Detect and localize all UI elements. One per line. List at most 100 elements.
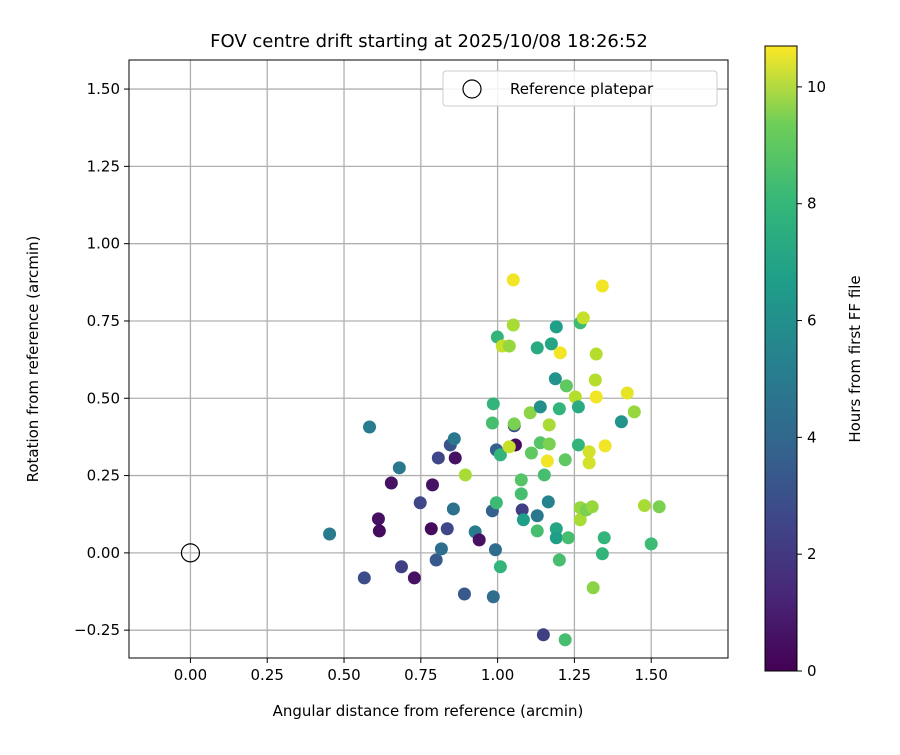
legend-label: Reference platepar — [510, 80, 654, 98]
data-point — [447, 432, 461, 446]
x-tick-label: 0.00 — [174, 666, 207, 684]
data-point — [488, 543, 502, 557]
data-point — [559, 379, 573, 393]
grid — [129, 60, 728, 658]
data-point — [530, 341, 544, 355]
data-point — [541, 495, 555, 509]
data-point — [586, 581, 600, 595]
data-point — [568, 390, 582, 404]
data-point — [537, 468, 551, 482]
data-point — [549, 531, 563, 545]
data-point — [514, 473, 528, 487]
colorbar-tick-label: 10 — [807, 78, 826, 96]
data-point — [598, 439, 612, 453]
data-point — [576, 311, 590, 325]
data-point — [530, 524, 544, 538]
y-tick-label: 1.00 — [87, 235, 120, 253]
data-point — [357, 571, 371, 585]
data-point — [553, 346, 567, 360]
data-point — [542, 418, 556, 432]
data-point — [524, 446, 538, 460]
data-point — [506, 318, 520, 332]
data-point — [540, 454, 554, 468]
data-point — [384, 476, 398, 490]
data-point — [561, 531, 575, 545]
data-point — [507, 417, 521, 431]
data-point — [536, 628, 550, 642]
colorbar-tick-label: 4 — [807, 428, 817, 446]
data-point — [582, 456, 596, 470]
legend: Reference platepar — [442, 70, 718, 107]
colorbar-tick-label: 6 — [807, 312, 817, 330]
colorbar-tick-label: 8 — [807, 195, 817, 213]
data-point — [493, 560, 507, 574]
x-tick-label: 0.75 — [404, 666, 437, 684]
data-point — [516, 513, 530, 527]
data-point — [502, 440, 516, 454]
data-point — [548, 372, 562, 386]
data-point — [429, 553, 443, 567]
data-point — [533, 400, 547, 414]
x-tick-label: 1.25 — [558, 666, 591, 684]
x-tick-label: 1.00 — [481, 666, 514, 684]
y-tick-label: 0.00 — [87, 544, 120, 562]
data-point — [486, 590, 500, 604]
data-point — [502, 339, 516, 353]
data-point — [544, 337, 558, 351]
data-point — [514, 487, 528, 501]
y-axis-label: Rotation from reference (arcmin) — [24, 236, 42, 483]
chart-title: FOV centre drift starting at 2025/10/08 … — [210, 31, 648, 52]
data-point — [425, 478, 439, 492]
data-point — [558, 453, 572, 467]
data-point — [413, 496, 427, 510]
colorbar-label: Hours from first FF file — [846, 275, 864, 442]
y-tick-label: 0.25 — [87, 467, 120, 485]
y-tick-label: 1.50 — [87, 80, 120, 98]
data-point — [585, 500, 599, 514]
data-point — [458, 468, 472, 482]
data-point — [407, 571, 421, 585]
x-tick-label: 0.25 — [251, 666, 284, 684]
data-point — [595, 279, 609, 293]
data-point — [424, 522, 438, 536]
data-point — [588, 373, 602, 387]
data-point — [431, 451, 445, 465]
data-point — [472, 533, 486, 547]
data-point — [644, 537, 658, 551]
data-point — [363, 420, 377, 434]
data-point — [457, 587, 471, 601]
y-tick-label: −0.25 — [74, 621, 120, 639]
data-point — [434, 542, 448, 556]
data-point — [489, 496, 503, 510]
data-point — [542, 437, 556, 451]
data-points — [180, 273, 666, 647]
legend-marker-reference — [462, 79, 482, 99]
data-point — [493, 448, 507, 462]
colorbar-tick-label: 2 — [807, 545, 817, 563]
data-point — [552, 402, 566, 416]
data-point — [486, 397, 500, 411]
data-point — [323, 527, 337, 541]
data-point — [371, 512, 385, 526]
y-tick-label: 0.50 — [87, 389, 120, 407]
data-point — [589, 347, 603, 361]
data-point — [392, 461, 406, 475]
x-tick-label: 0.50 — [327, 666, 360, 684]
data-point — [530, 509, 544, 523]
reference-platepar-marker — [180, 543, 201, 563]
data-point — [549, 320, 563, 334]
data-point — [485, 416, 499, 430]
data-point — [573, 513, 587, 527]
data-point — [372, 524, 386, 538]
data-point — [582, 445, 596, 459]
data-point — [627, 405, 641, 419]
data-point — [558, 633, 572, 647]
y-tick-label: 0.75 — [87, 312, 120, 330]
data-point — [446, 502, 460, 516]
data-point — [440, 522, 454, 536]
data-point — [448, 451, 462, 465]
data-point — [549, 522, 563, 536]
colorbar: 0 2 4 6 8 10 Hours from first FF file — [764, 45, 864, 680]
data-point — [571, 400, 585, 414]
